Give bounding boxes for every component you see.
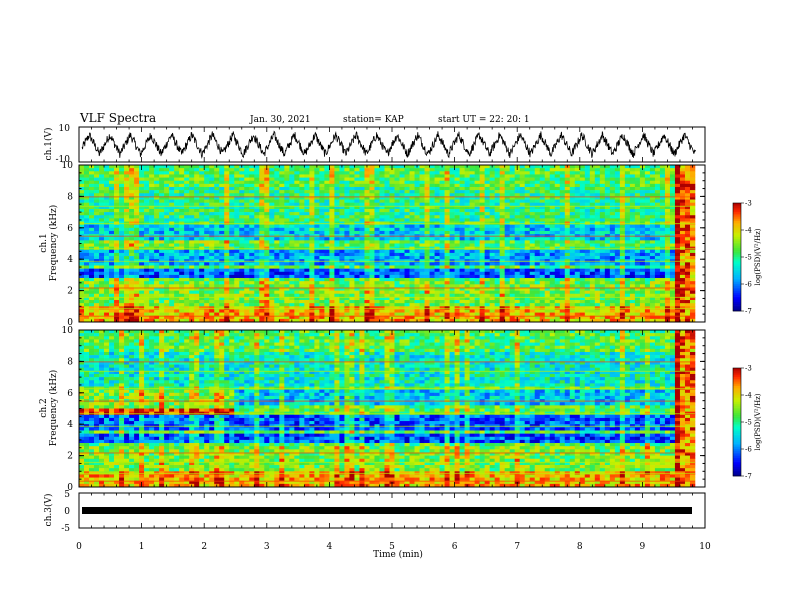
time-minor-ticks bbox=[78, 127, 706, 528]
colorbar-tick-label: -7 bbox=[745, 473, 752, 481]
ch3-waveform-panel: 5 0 -5 ch.3(V) 0 1 2 3 4 5 6 7 8 9 10 Time (min) bbox=[43, 490, 711, 560]
ch2-channel-label: ch.2 bbox=[39, 398, 49, 417]
colorbar-tick-label: -5 bbox=[745, 254, 752, 262]
ch3-ylabel: ch.3(V) bbox=[43, 494, 54, 527]
frequency-tick-label: 0 bbox=[67, 483, 73, 493]
ch1-ytick-top: 10 bbox=[59, 124, 71, 134]
time-tick-label: 3 bbox=[264, 542, 270, 552]
ch2-spectrogram-image bbox=[79, 330, 696, 488]
ch1-frequency-ticks: 0 2 4 6 8 10 bbox=[62, 161, 705, 328]
colorbar-tick-label: -6 bbox=[745, 446, 752, 454]
ch2-colorbar: -3 -4 -5 -6 -7 log(PSD)(V²/Hz) bbox=[732, 365, 762, 481]
start-time-label: start UT = 22: 20: 1 bbox=[438, 115, 530, 125]
time-tick-label: 4 bbox=[327, 542, 333, 552]
time-tick-label: 10 bbox=[699, 542, 711, 552]
station-label: station= KAP bbox=[343, 115, 404, 125]
colorbar-tick-label: -5 bbox=[745, 419, 752, 427]
ch1-ylabel: ch.1(V) bbox=[43, 128, 54, 161]
ch1-colorbar: -3 -4 -5 -6 -7 log(PSD)(V²/Hz) bbox=[732, 200, 762, 316]
ch3-ytick-bottom: -5 bbox=[61, 524, 70, 534]
ch3-waveform-line bbox=[82, 507, 692, 514]
ch3-ytick-mid: 0 bbox=[64, 507, 70, 517]
ch2-frequency-label: Frequency (kHz) bbox=[48, 370, 59, 447]
frequency-tick-label: 8 bbox=[67, 192, 73, 202]
time-tick-label: 2 bbox=[201, 542, 207, 552]
colorbar-tick-label: -3 bbox=[745, 365, 752, 373]
frequency-tick-label: 0 bbox=[67, 318, 73, 328]
colorbar-tick-label: -3 bbox=[745, 200, 752, 208]
ch3-ytick-top: 5 bbox=[64, 490, 70, 500]
frequency-tick-label: 2 bbox=[67, 452, 73, 462]
colorbar-tick-label: -4 bbox=[745, 392, 752, 400]
time-tick-label: 0 bbox=[76, 542, 82, 552]
time-tick-label: 9 bbox=[640, 542, 646, 552]
frequency-tick-label: 4 bbox=[67, 255, 73, 265]
frequency-tick-label: 10 bbox=[62, 326, 74, 336]
time-tick-label: 5 bbox=[389, 542, 395, 552]
ch1-ytick-bottom: -10 bbox=[56, 155, 71, 165]
frequency-tick-label: 4 bbox=[67, 420, 73, 430]
colorbar-label: log(PSD)(V²/Hz) bbox=[754, 228, 762, 285]
date-label: Jan. 30, 2021 bbox=[249, 115, 311, 125]
ch1-spectrogram-panel: 0 2 4 6 8 10 ch.1 Frequency (kHz) -3 -4 -5 -6 -7 l… bbox=[39, 161, 762, 328]
frequency-tick-label: 10 bbox=[62, 161, 74, 171]
frequency-tick-label: 8 bbox=[67, 357, 73, 367]
time-tick-label: 1 bbox=[139, 542, 145, 552]
time-axis-label: Time (min) bbox=[373, 549, 423, 560]
ch1-waveform-panel: 10 -10 ch.1(V) bbox=[43, 124, 706, 165]
colorbar-tick-label: -6 bbox=[745, 281, 752, 289]
colorbar-tick-label: -7 bbox=[745, 308, 752, 316]
colorbar-tick-label: -4 bbox=[745, 227, 752, 235]
ch2-frequency-ticks: 0 2 4 6 8 10 bbox=[62, 326, 705, 493]
time-tick-label: 6 bbox=[452, 542, 458, 552]
figure-title: VLF Spectra bbox=[79, 111, 156, 125]
ch2-spectrogram-panel: 0 2 4 6 8 10 ch.2 Frequency (kHz) -3 -4 -5 -6 -7 l… bbox=[39, 326, 762, 493]
ch1-frequency-label: Frequency (kHz) bbox=[48, 205, 59, 282]
frequency-tick-label: 6 bbox=[67, 389, 73, 399]
time-tick-label: 7 bbox=[514, 542, 520, 552]
time-tick-label: 8 bbox=[577, 542, 583, 552]
ch1-spectrogram-image bbox=[79, 165, 696, 323]
frequency-tick-label: 2 bbox=[67, 287, 73, 297]
ch1-channel-label: ch.1 bbox=[39, 233, 49, 252]
colorbar-label: log(PSD)(V²/Hz) bbox=[754, 393, 762, 450]
frequency-tick-label: 6 bbox=[67, 224, 73, 234]
ch1-waveform-line bbox=[81, 130, 696, 159]
time-axis-ticks: 0 1 2 3 4 5 6 7 8 9 10 bbox=[76, 542, 711, 552]
